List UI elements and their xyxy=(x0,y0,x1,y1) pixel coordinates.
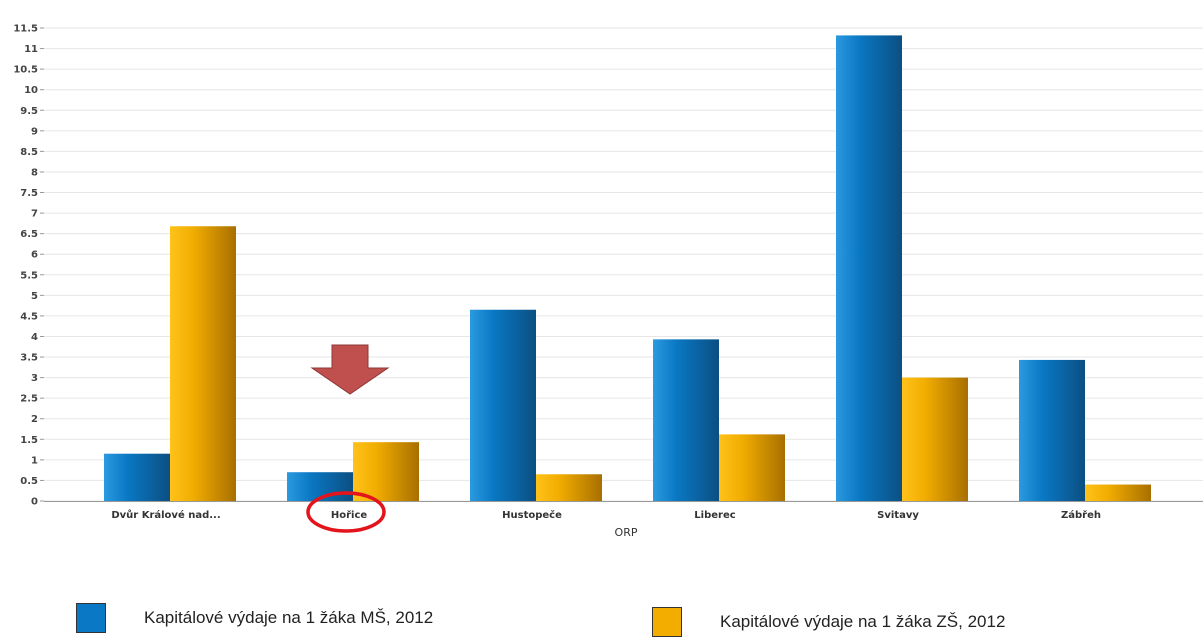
y-tick-label: 11 xyxy=(24,44,38,55)
gridlines xyxy=(44,27,1203,502)
bar-zs xyxy=(719,434,785,501)
x-category-label: Zábřeh xyxy=(1061,509,1101,521)
bar-zs xyxy=(902,377,968,501)
y-tick-label: 7 xyxy=(31,209,38,220)
y-tick-label: 0.5 xyxy=(20,476,38,487)
legend-label-ms: Kapitálové výdaje na 1 žáka MŠ, 2012 xyxy=(144,608,434,627)
y-tick-label: 2 xyxy=(31,414,38,425)
y-tick-label: 3.5 xyxy=(20,353,38,364)
highlight-circle-annotation xyxy=(306,491,386,533)
y-tick-label: 2.5 xyxy=(20,394,38,405)
bar-chart: 00.511.522.533.544.555.566.577.588.599.5… xyxy=(13,24,1203,539)
bar-ms xyxy=(470,309,536,501)
y-tick-label: 9 xyxy=(31,126,38,137)
bar-ms xyxy=(1019,359,1085,501)
bars xyxy=(104,35,1151,502)
y-tick-label: 4 xyxy=(31,332,38,343)
x-axis-categories: Dvůr Králové nad... Hořice Hustopeče Libere… xyxy=(111,508,1101,521)
down-arrow-annotation xyxy=(310,344,390,395)
y-tick-label: 1 xyxy=(31,455,38,466)
y-tick-label: 10 xyxy=(24,85,38,96)
y-tick-label: 5 xyxy=(31,291,38,302)
annotations xyxy=(306,344,390,533)
y-tick-label: 7.5 xyxy=(20,188,38,199)
x-category-label: Hořice xyxy=(331,509,368,521)
y-tick-label: 1.5 xyxy=(20,435,38,446)
y-tick-label: 10.5 xyxy=(13,65,38,76)
legend-item-ms: Kapitálové výdaje na 1 žáka MŠ, 2012 xyxy=(76,600,433,636)
x-category-label: Dvůr Králové nad... xyxy=(111,508,220,521)
x-axis-title: ORP xyxy=(615,526,638,539)
y-tick-label: 3 xyxy=(31,373,38,384)
bar-zs xyxy=(353,442,419,501)
bar-ms xyxy=(653,339,719,501)
x-category-label: Liberec xyxy=(694,510,735,521)
y-axis-ticks: 00.511.522.533.544.555.566.577.588.599.5… xyxy=(13,24,44,508)
legend-label-zs: Kapitálové výdaje na 1 žáka ZŠ, 2012 xyxy=(720,612,1006,631)
y-tick-label: 8 xyxy=(31,167,38,178)
legend-swatch-ms xyxy=(76,603,106,633)
bar-zs xyxy=(1085,484,1151,501)
legend-swatch-zs xyxy=(652,607,682,637)
bar-ms xyxy=(836,35,902,502)
y-tick-label: 5.5 xyxy=(20,270,38,281)
legend-item-zs: Kapitálové výdaje na 1 žáka ZŠ, 2012 xyxy=(652,604,1005,640)
y-tick-label: 8.5 xyxy=(20,147,38,158)
y-tick-label: 9.5 xyxy=(20,106,38,117)
y-tick-label: 6 xyxy=(31,250,38,261)
x-category-label: Hustopeče xyxy=(502,509,562,521)
bar-zs xyxy=(170,226,236,501)
bar-ms xyxy=(287,472,353,501)
y-tick-label: 6.5 xyxy=(20,229,38,240)
y-tick-label: 0 xyxy=(31,497,38,508)
bar-ms xyxy=(104,453,170,501)
bar-zs xyxy=(536,474,602,501)
x-category-label: Svitavy xyxy=(877,510,919,521)
y-tick-label: 11.5 xyxy=(13,24,38,35)
y-tick-label: 4.5 xyxy=(20,311,38,322)
